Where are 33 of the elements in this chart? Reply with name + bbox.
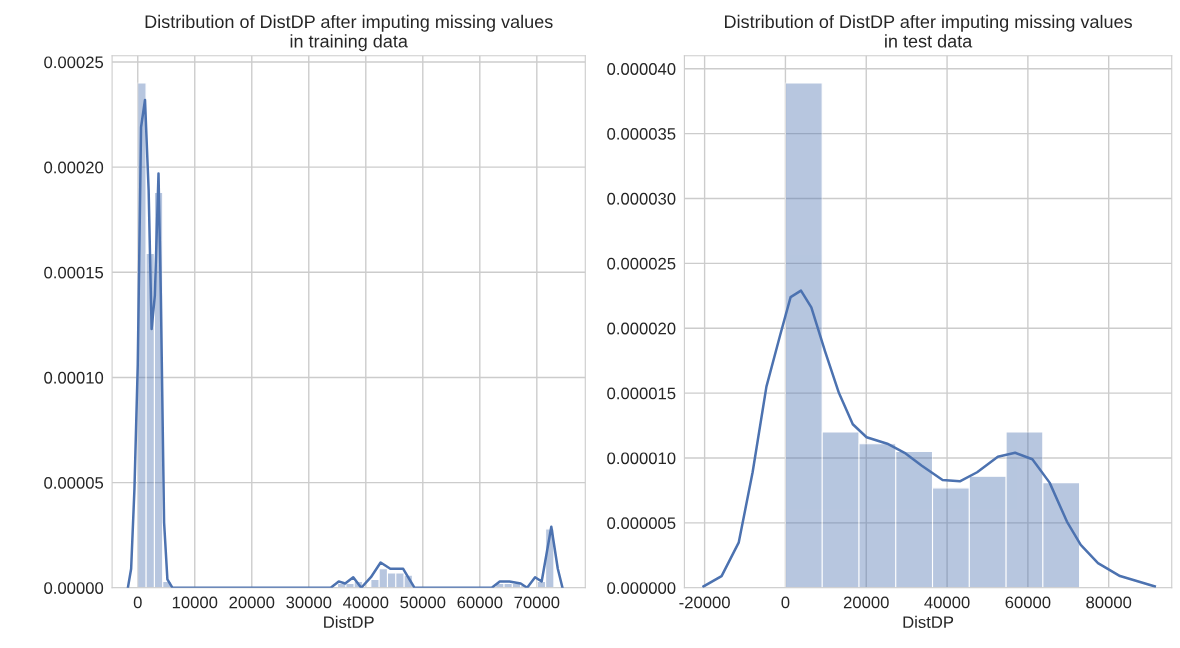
y-tick-label: 0.00000 [44, 582, 104, 594]
chart-title: Distribution of DistDP after imputing missing values in test data [725, 14, 1132, 48]
x-tick-label: 10000 [172, 596, 218, 609]
y-tick-label: 0.000030 [607, 192, 676, 205]
x-tick-label: 50000 [400, 596, 446, 609]
x-axis-title: DistDP [903, 615, 954, 629]
x-tick-label: 0 [781, 596, 790, 609]
x-axis-title: DistDP [324, 615, 374, 629]
x-tick-label: 0 [133, 596, 142, 609]
chart-title: Distribution of DistDP after imputing missing values in training data [145, 14, 553, 52]
x-tick-label: 80000 [1086, 596, 1132, 609]
x-tick-label: 60000 [457, 596, 503, 609]
y-tick-label: 0.00025 [44, 56, 104, 69]
x-tick-label: 60000 [1005, 596, 1051, 609]
x-tick-label: 40000 [924, 596, 970, 609]
x-tick-label: 20000 [843, 596, 889, 609]
y-tick-label: 0.000040 [607, 63, 676, 75]
y-tick-label: 0.000000 [607, 582, 676, 594]
x-tick-label: -20000 [679, 596, 730, 609]
y-tick-label: 0.00005 [44, 477, 104, 489]
y-tick-label: 0.000005 [607, 517, 676, 530]
x-tick-label: 70000 [514, 596, 560, 609]
y-tick-label: 0.000010 [607, 452, 676, 465]
y-tick-label: 0.00010 [44, 371, 104, 384]
y-tick-label: 0.000015 [607, 387, 676, 400]
x-tick-label: 30000 [286, 596, 332, 609]
y-tick-label: 0.00020 [44, 161, 104, 174]
y-tick-label: 0.000035 [607, 127, 676, 140]
y-tick-label: 0.000020 [607, 322, 676, 335]
y-tick-label: 0.00015 [44, 266, 104, 279]
y-tick-label: 0.000025 [607, 257, 676, 270]
x-tick-label: 40000 [343, 596, 389, 609]
x-tick-label: 20000 [229, 596, 275, 609]
